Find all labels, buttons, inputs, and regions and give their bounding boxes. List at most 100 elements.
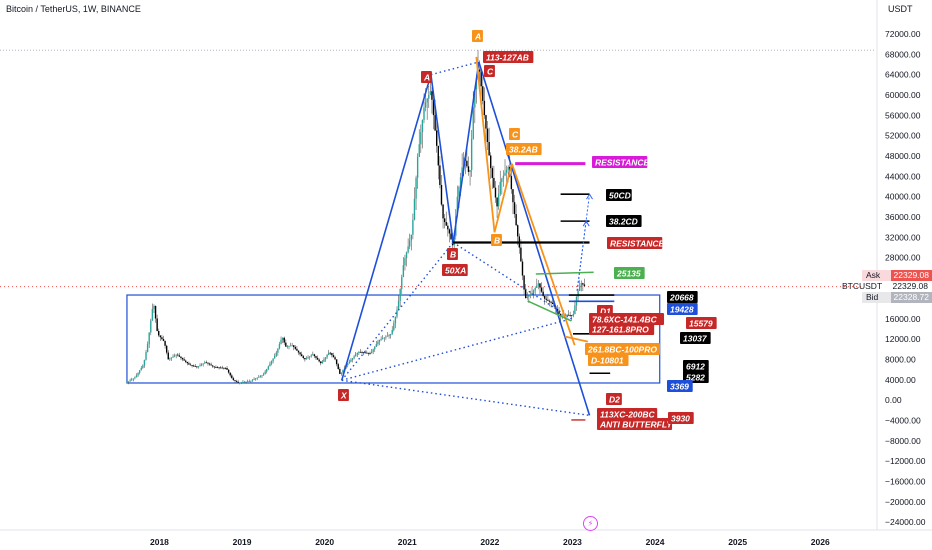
candle-body (159, 335, 162, 338)
candle-body (335, 359, 338, 365)
candle-body (394, 316, 397, 324)
label-127pro: 127-161.8PRO (592, 325, 649, 335)
candle-body (158, 331, 160, 336)
label-25135-bg (614, 267, 645, 279)
candle-body (536, 285, 538, 288)
y-tick-label: 52000.00 (885, 131, 921, 141)
candle-body (547, 299, 549, 301)
pattern-point-d2: D2 (609, 395, 620, 405)
candle-body (226, 368, 228, 370)
x-tick-label: 2024 (646, 537, 665, 547)
label-50xa: 50XA (445, 266, 466, 276)
candle-body (229, 372, 231, 376)
candle-body (526, 296, 528, 298)
candle-body (442, 204, 444, 219)
candle-body (354, 354, 357, 357)
candle-body (574, 305, 576, 314)
candle-body (459, 177, 462, 187)
pattern-point-a: A (474, 32, 481, 42)
candle-body (412, 219, 414, 235)
candle-body (324, 357, 327, 360)
candle-body (261, 375, 263, 377)
label-19428-bg (667, 303, 698, 315)
candle-body (215, 367, 217, 368)
candle-body (288, 345, 290, 347)
candle-body (142, 365, 144, 368)
candle-body (329, 352, 331, 354)
candle-body (183, 359, 185, 361)
candle-body (185, 360, 187, 362)
y-tick-label: −4000.00 (885, 415, 921, 425)
candle-body (140, 367, 142, 371)
candle-body (401, 277, 403, 289)
label-113-127ab-bg (483, 51, 534, 63)
candle-body (293, 345, 295, 348)
candle-body (545, 298, 548, 300)
candle-body (313, 354, 316, 357)
candle-body (312, 354, 314, 356)
orange-bc-leg (493, 163, 513, 233)
label-d10801-bg (588, 354, 629, 366)
candle-body (126, 382, 128, 384)
candle-body (424, 102, 427, 108)
candle-body (493, 177, 495, 188)
candle-body (148, 332, 150, 345)
candle-body (289, 345, 292, 347)
candle-body (472, 107, 474, 139)
candle-body (426, 98, 428, 103)
arrow-head-icon (586, 193, 593, 200)
candle-body (137, 372, 139, 376)
green-level-25135 (535, 271, 594, 275)
candle-body (143, 359, 146, 366)
candle-body (205, 362, 208, 364)
candle-body (246, 381, 249, 383)
candle-body (532, 290, 535, 293)
label-382ab-bg (506, 143, 542, 155)
label-50xa-bg (442, 264, 468, 276)
lightning-icon[interactable]: ⚡ (583, 516, 598, 531)
xa-leg (340, 74, 432, 381)
candle-body (491, 168, 494, 178)
candle-body (169, 358, 171, 360)
candle-body (127, 381, 130, 383)
xd2-dotted (341, 379, 590, 417)
candle-body (259, 376, 262, 377)
y-tick-label: 64000.00 (885, 70, 921, 80)
candle-body (267, 366, 270, 369)
orange-ab-leg (475, 56, 496, 233)
candle-body (253, 379, 255, 381)
candle-body (418, 144, 420, 157)
candle-body (461, 167, 463, 178)
candle-body (302, 356, 304, 358)
candle-body (507, 166, 509, 170)
candle-body (135, 375, 138, 378)
label-5282: 5282 (686, 373, 705, 383)
candle-body (270, 361, 273, 364)
candle-body (413, 198, 416, 220)
x-tick-label: 2022 (480, 537, 499, 547)
x-tick-label: 2018 (150, 537, 169, 547)
candle-body (505, 169, 508, 173)
bc-leg (452, 61, 480, 243)
candle-body (131, 379, 133, 381)
candle-body (386, 335, 389, 337)
candle-body (512, 189, 514, 203)
candle-body (162, 339, 165, 341)
candle-body (523, 275, 525, 290)
candle-body (283, 337, 285, 343)
candle-body (369, 353, 371, 354)
candle-body (404, 258, 406, 266)
candle-body (316, 357, 319, 360)
candle-body (280, 339, 282, 345)
candle-body (577, 290, 579, 297)
candle-body (188, 363, 190, 365)
candle-body (334, 357, 336, 360)
candle-body (173, 355, 176, 357)
label-15579-bg (686, 317, 717, 329)
candle-body (456, 196, 459, 217)
candle-body (332, 355, 335, 358)
ask-value: 22329.08 (890, 270, 932, 281)
candle-body (307, 357, 309, 359)
candle-body (202, 363, 204, 365)
